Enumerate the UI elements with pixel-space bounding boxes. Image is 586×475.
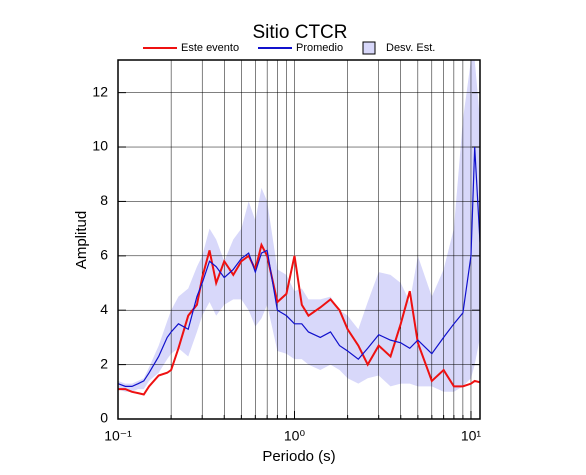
y-tick-label: 12 <box>92 83 108 99</box>
x-tick-label: 10⁻¹ <box>104 428 132 444</box>
y-tick-label: 8 <box>100 192 108 208</box>
x-tick-label: 10¹ <box>461 428 482 444</box>
x-tick-label: 10⁰ <box>284 428 306 444</box>
y-tick-label: 10 <box>92 138 108 154</box>
plot-frame <box>117 59 481 420</box>
legend-label: Promedio <box>296 42 343 54</box>
y-tick-label: 4 <box>100 301 108 317</box>
series-line <box>118 242 480 396</box>
legend-label: Desv. Est. <box>386 42 435 54</box>
x-axis-label: Periodo (s) <box>262 448 335 465</box>
legend-label: Este evento <box>181 42 239 54</box>
y-tick-label: 0 <box>100 410 108 426</box>
std-band <box>118 60 480 392</box>
series-line <box>118 146 480 387</box>
legend-swatch <box>362 41 376 55</box>
y-tick-label: 6 <box>100 247 108 263</box>
y-axis-label: Amplitud <box>73 211 90 269</box>
chart-title: Sitio CTCR <box>252 22 347 43</box>
y-tick-label: 2 <box>100 355 108 371</box>
